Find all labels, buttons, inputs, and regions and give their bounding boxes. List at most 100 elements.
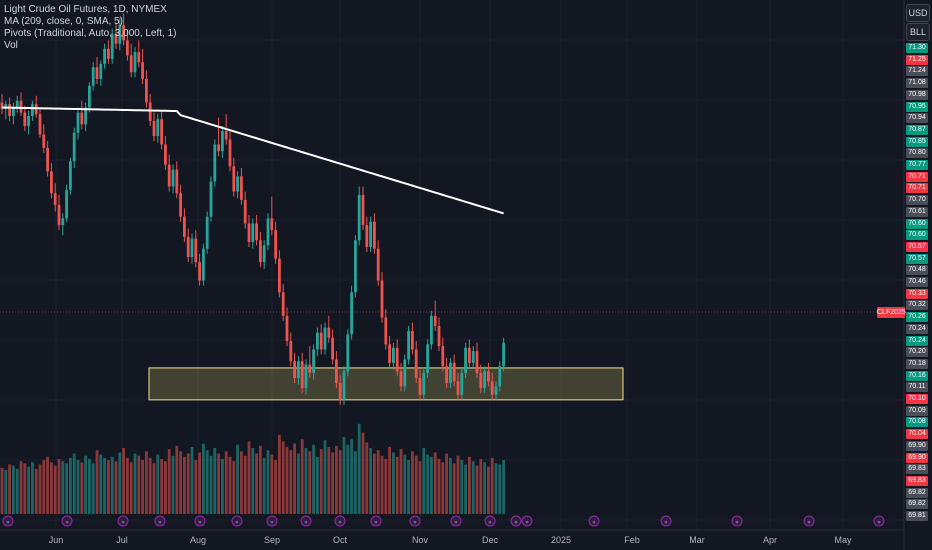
price-axis-tag: 69.81 [906, 511, 928, 521]
candle-body [114, 33, 118, 44]
candle-body [99, 63, 103, 79]
support-zone-rect [148, 367, 624, 401]
candle-body [319, 332, 323, 350]
price-axis-tag: 70.33 [906, 288, 928, 299]
vol-legend[interactable]: Vol [4, 40, 18, 51]
price-axis-tag: 70.11 [906, 382, 928, 393]
candle-body [479, 372, 483, 389]
candle-body [430, 315, 433, 345]
moving-average-line [1, 106, 504, 215]
symbol-title[interactable]: Light Crude Oil Futures, 1D, NYMEX [4, 4, 167, 15]
volume-bar [12, 465, 15, 514]
volume-bar [331, 452, 334, 514]
candle-body [23, 112, 27, 126]
volume-bar [361, 432, 365, 514]
volume-bar [160, 459, 163, 514]
unit-button[interactable]: BLL [906, 23, 930, 41]
candle-body [312, 349, 315, 373]
event-icon [510, 515, 522, 527]
candle-body [88, 85, 91, 108]
price-axis-tag: 70.70 [906, 195, 928, 206]
candle-body [414, 349, 418, 378]
volume-bar [240, 451, 243, 514]
volume-bar [304, 448, 308, 514]
price-axis-tag: 70.71 [906, 183, 928, 194]
volume-bar [27, 466, 30, 514]
event-icon [873, 515, 885, 527]
volume-bar [365, 442, 369, 514]
volume-bar [456, 455, 460, 514]
candle-body [232, 166, 236, 192]
price-axis-tag: 70.46 [906, 277, 928, 287]
time-axis-label: Feb [624, 535, 640, 545]
candle-body [27, 115, 30, 126]
support-zone [148, 367, 624, 401]
candle-body [133, 52, 137, 73]
candle-body [194, 238, 198, 263]
price-axis-tag: 71.24 [906, 66, 928, 77]
price-axis-tag: 70.94 [906, 113, 928, 124]
volume-bar [449, 457, 452, 514]
volume-bar [452, 463, 456, 514]
volume-bar [126, 457, 129, 514]
candle-body [224, 131, 228, 140]
pivots-legend[interactable]: Pivots (Traditional, Auto, 3,000, Left, … [4, 28, 177, 39]
candle-body [342, 371, 346, 400]
price-axis-tag: 69.90 [906, 440, 928, 451]
price-axis-tag: 70.98 [906, 89, 928, 100]
event-icon-glyph: » [304, 519, 308, 526]
candle-body [338, 383, 342, 400]
price-axis-tag: 70.08 [906, 417, 928, 428]
candle-body [281, 292, 285, 316]
candle-body [407, 330, 410, 360]
volume-bar [205, 450, 209, 514]
candle-body [380, 280, 384, 318]
price-axis-tag: 70.95 [906, 101, 928, 112]
price-axis-tag: 70.57 [906, 253, 928, 264]
ma-legend[interactable]: MA (209, close, 0, SMA, 5) [4, 16, 123, 27]
price-axis-tag: 70.26 [906, 312, 928, 323]
candle-body [31, 104, 34, 116]
volume-bar [228, 456, 232, 514]
price-axis-tag: 70.24 [906, 323, 928, 334]
volume-bar [274, 460, 277, 514]
time-axis-label: Apr [762, 535, 778, 545]
volume-bar [289, 450, 293, 514]
volume-bar [213, 448, 217, 514]
candle-body [141, 62, 144, 79]
candle-body [156, 119, 160, 137]
volume-bar [50, 462, 53, 514]
candle-body [202, 248, 205, 281]
candle-body [316, 332, 319, 350]
currency-button[interactable]: USD [906, 4, 930, 22]
volume-bar [156, 454, 160, 514]
price-axis-tag: 70.71 [906, 171, 928, 182]
volume-bar [384, 459, 388, 514]
volume-bar [498, 464, 502, 514]
candle-body [274, 230, 277, 259]
price-axis-tag: 70.48 [906, 265, 928, 276]
volume-bar [312, 444, 315, 514]
chart-grid [0, 0, 904, 530]
volume-bar [53, 465, 57, 514]
candle-body [186, 236, 190, 258]
candle-body [72, 132, 76, 162]
volume-bar [110, 456, 114, 514]
volume-bar [8, 464, 11, 514]
candle-body [464, 347, 467, 373]
candle-body [293, 361, 296, 378]
volume-bar [118, 452, 122, 514]
event-icon-glyph: » [235, 519, 239, 526]
price-axis-tag: 70.80 [906, 148, 928, 159]
volume-bar [376, 450, 380, 514]
price-axis-tag: 70.77 [906, 160, 928, 170]
event-icon [660, 515, 672, 527]
candle-body [50, 171, 53, 194]
price-axis-tag: 70.24 [906, 335, 928, 346]
candle-body [167, 164, 171, 187]
price-axis-tag: 71.25 [906, 54, 928, 65]
volume-bar [152, 463, 156, 514]
volume-bar [335, 445, 338, 514]
candle-body [399, 371, 403, 387]
